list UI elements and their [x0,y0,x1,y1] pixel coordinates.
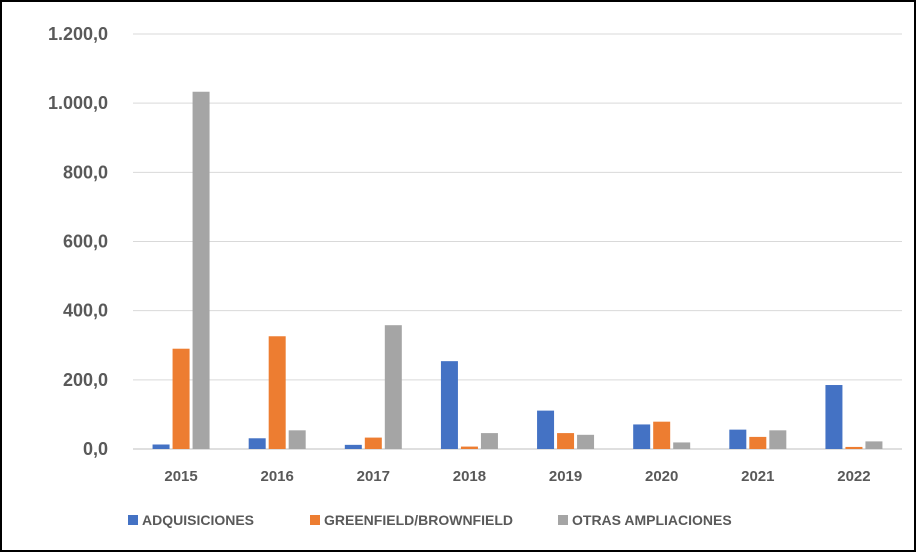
bar-otras-ampliaciones [192,91,210,450]
x-tick-label: 2020 [645,468,678,485]
x-tick-label: 2019 [549,468,582,485]
bar-otras-ampliaciones [288,430,306,449]
bar-otras-ampliaciones [577,434,595,449]
x-tick-label: 2022 [837,468,870,485]
bar-adquisiciones [344,444,362,449]
y-tick-label: 1.200,0 [48,24,108,44]
bar-greenfield-brownfield [268,336,286,449]
legend-label: OTRAS AMPLIACIONES [572,512,732,528]
x-tick-label: 2017 [357,468,390,485]
legend-label: GREENFIELD/BROWNFIELD [324,512,513,528]
bar-greenfield-brownfield [749,436,767,449]
bar-otras-ampliaciones [769,430,787,449]
x-tick-label: 2021 [741,468,774,485]
bar-otras-ampliaciones [865,441,883,449]
y-tick-label: 200,0 [63,370,108,390]
bar-adquisiciones [248,438,266,449]
bar-greenfield-brownfield [653,421,671,449]
bar-otras-ampliaciones [673,442,691,449]
legend-swatch [310,515,320,525]
bar-adquisiciones [152,444,170,449]
bar-greenfield-brownfield [460,446,478,449]
legend-label: ADQUISICIONES [142,512,254,528]
bar-greenfield-brownfield [845,446,863,449]
bar-greenfield-brownfield [364,437,382,449]
bars [152,91,883,450]
x-tick-label: 2018 [453,468,486,485]
y-tick-label: 600,0 [63,232,108,252]
legend-swatch [558,515,568,525]
bar-adquisiciones [440,361,458,449]
bar-adquisiciones [633,424,651,449]
legend-swatch [128,515,138,525]
bar-adquisiciones [537,410,555,449]
bar-adquisiciones [825,385,843,449]
bar-greenfield-brownfield [557,433,575,449]
y-tick-label: 1.000,0 [48,93,108,113]
bar-otras-ampliaciones [480,433,498,449]
legend: ADQUISICIONES GREENFIELD/BROWNFIELD OTRAS … [128,512,732,528]
bar-adquisiciones [729,429,747,449]
y-tick-label: 800,0 [63,162,108,182]
bar-otras-ampliaciones [384,325,402,449]
y-axis-labels: 0,0 200,0 400,0 600,0 800,0 1.000,0 1.200,0 [48,24,108,459]
x-tick-label: 2016 [261,468,294,485]
gridlines [133,33,902,450]
bar-greenfield-brownfield [172,348,190,449]
y-tick-label: 0,0 [83,439,108,459]
y-tick-label: 400,0 [63,301,108,321]
x-axis-labels: 2015 2016 2017 2018 2019 2020 2021 2022 [164,468,870,485]
x-tick-label: 2015 [164,468,197,485]
